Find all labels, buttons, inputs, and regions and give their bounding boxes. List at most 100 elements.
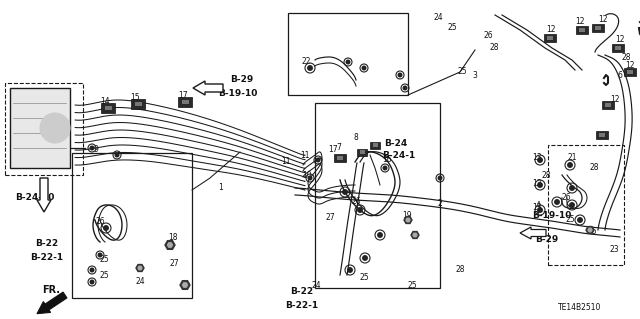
FancyArrow shape (193, 81, 223, 95)
Text: 10: 10 (302, 170, 312, 180)
Text: 28: 28 (590, 164, 600, 173)
Circle shape (438, 176, 442, 180)
Text: TE14B2510: TE14B2510 (558, 303, 602, 313)
Circle shape (316, 158, 320, 162)
Bar (5, 83, 83, 175)
Bar (627, 70, 633, 74)
Bar (182, 100, 189, 104)
Text: 28: 28 (490, 43, 499, 53)
Text: 11: 11 (300, 151, 310, 160)
Bar (337, 156, 343, 160)
Bar (547, 36, 553, 40)
Text: 26: 26 (484, 32, 493, 41)
Text: 19: 19 (402, 211, 412, 219)
Circle shape (90, 146, 94, 150)
Circle shape (538, 183, 542, 187)
Text: 11: 11 (281, 158, 291, 167)
Text: 15: 15 (130, 93, 140, 102)
Bar (592, 24, 604, 32)
Text: FR.: FR. (42, 285, 60, 295)
Text: 21: 21 (567, 153, 577, 162)
Text: 17: 17 (178, 91, 188, 100)
Text: 26: 26 (562, 194, 572, 203)
Circle shape (538, 208, 542, 212)
Text: 28: 28 (622, 54, 632, 63)
FancyArrow shape (37, 292, 67, 314)
Text: 22: 22 (302, 57, 312, 66)
Polygon shape (165, 241, 175, 249)
Text: 24: 24 (135, 278, 145, 286)
Circle shape (346, 60, 350, 64)
Bar (624, 68, 636, 76)
Text: 14: 14 (100, 98, 109, 107)
Circle shape (358, 208, 362, 212)
Text: 25: 25 (588, 227, 598, 236)
Text: 25: 25 (448, 24, 458, 33)
Text: 13: 13 (532, 179, 541, 188)
Polygon shape (182, 283, 188, 287)
Polygon shape (413, 233, 417, 237)
Bar (370, 142, 380, 149)
Circle shape (383, 166, 387, 170)
Circle shape (403, 86, 407, 90)
Circle shape (363, 256, 367, 260)
Text: 28: 28 (542, 170, 552, 180)
Bar (595, 26, 601, 30)
Polygon shape (180, 281, 190, 289)
Bar (579, 28, 585, 32)
Bar (104, 106, 111, 110)
Text: B-19-10: B-19-10 (532, 211, 572, 219)
Bar (548, 145, 624, 265)
Circle shape (578, 218, 582, 222)
Circle shape (104, 226, 108, 230)
Text: 26: 26 (352, 197, 362, 206)
Text: 25: 25 (408, 280, 418, 290)
Text: 12: 12 (625, 61, 634, 70)
Circle shape (98, 253, 102, 257)
Bar (334, 154, 346, 162)
Circle shape (308, 176, 312, 180)
Bar (288, 13, 408, 95)
Bar (134, 101, 141, 107)
Bar (576, 26, 588, 34)
Text: B-22-1: B-22-1 (285, 300, 318, 309)
Circle shape (398, 73, 402, 77)
Circle shape (40, 113, 70, 143)
Text: 26: 26 (96, 218, 106, 226)
Text: 12: 12 (546, 26, 556, 34)
Text: 25: 25 (360, 273, 370, 283)
Text: 13: 13 (532, 204, 541, 212)
Circle shape (348, 268, 352, 272)
Text: 12: 12 (575, 18, 584, 26)
Bar (599, 133, 605, 137)
Text: B-22-1: B-22-1 (30, 253, 63, 262)
Text: 7: 7 (336, 143, 341, 152)
Text: 2: 2 (437, 198, 442, 207)
Bar (602, 101, 614, 109)
Bar (10, 88, 70, 168)
Circle shape (90, 280, 94, 284)
Text: 23: 23 (610, 246, 620, 255)
Polygon shape (406, 218, 410, 222)
Bar (615, 46, 621, 50)
Circle shape (90, 268, 94, 272)
Bar (72, 153, 192, 298)
Bar (605, 103, 611, 107)
Text: 6: 6 (617, 70, 622, 79)
Circle shape (568, 163, 572, 167)
Text: 1: 1 (218, 183, 223, 192)
Text: 3: 3 (472, 70, 477, 79)
Text: 12: 12 (615, 35, 625, 44)
Circle shape (538, 158, 542, 162)
FancyArrow shape (37, 178, 51, 212)
Polygon shape (136, 264, 144, 271)
Bar (131, 99, 145, 109)
Polygon shape (586, 226, 594, 234)
Text: B-29: B-29 (535, 235, 558, 244)
Text: B-24: B-24 (384, 138, 407, 147)
Polygon shape (168, 243, 173, 247)
FancyArrow shape (520, 227, 546, 239)
Text: 27: 27 (326, 213, 335, 222)
Text: B-22: B-22 (290, 287, 313, 296)
Circle shape (570, 186, 574, 190)
